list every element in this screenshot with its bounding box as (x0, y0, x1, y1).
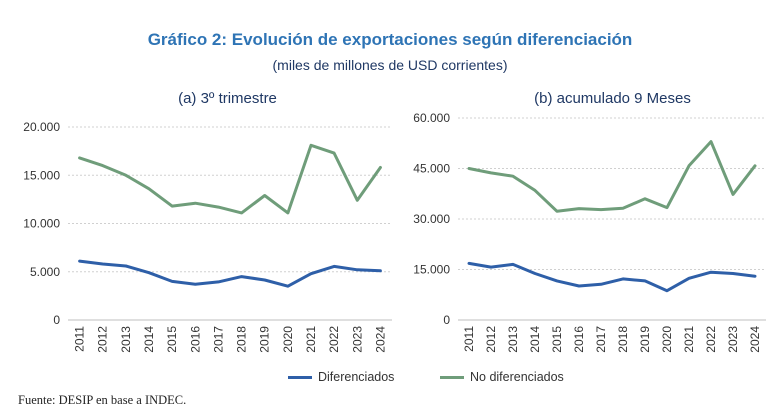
xtick-label-a-2019: 2019 (258, 326, 272, 353)
legend-item-diferenciados: Diferenciados (288, 370, 394, 384)
ytick-label-a-4: 20.000 (23, 120, 60, 134)
legend-swatch-no-diferenciados (440, 376, 464, 380)
xtick-label-a-2020: 2020 (281, 326, 295, 353)
ytick-label-b-1: 15.000 (413, 263, 450, 277)
xtick-label-b-2017: 2017 (594, 326, 608, 353)
xtick-label-a-2021: 2021 (304, 326, 318, 353)
source-note: Fuente: DESIP en base a INDEC. (18, 393, 187, 407)
xtick-label-b-2023: 2023 (726, 326, 740, 353)
xtick-label-b-2020: 2020 (660, 326, 674, 353)
xtick-label-b-2024: 2024 (748, 326, 762, 353)
legend: Diferenciados No diferenciados (0, 370, 780, 388)
ytick-label-b-3: 45.000 (413, 162, 450, 176)
xtick-label-b-2022: 2022 (704, 326, 718, 353)
xtick-label-a-2018: 2018 (235, 326, 249, 353)
ytick-label-b-4: 60.000 (413, 111, 450, 125)
legend-item-no-diferenciados: No diferenciados (440, 370, 564, 384)
xtick-label-a-2022: 2022 (327, 326, 341, 353)
series-line-a-no-diferenciados (78, 143, 382, 215)
xtick-label-b-2019: 2019 (638, 326, 652, 353)
xtick-label-b-2021: 2021 (682, 326, 696, 353)
xtick-label-b-2015: 2015 (550, 326, 564, 353)
ytick-label-b-2: 30.000 (413, 212, 450, 226)
series-line-b-diferenciados (467, 261, 757, 293)
xtick-label-a-2015: 2015 (165, 326, 179, 353)
xtick-label-b-2011: 2011 (462, 326, 476, 352)
legend-label-no-diferenciados: No diferenciados (470, 370, 564, 384)
xtick-label-b-2018: 2018 (616, 326, 630, 353)
ytick-label-a-1: 5.000 (30, 265, 60, 279)
series-line-a-diferenciados (78, 259, 382, 288)
ytick-label-a-2: 10.000 (23, 217, 60, 231)
chart-title: Gráfico 2: Evolución de exportaciones se… (147, 30, 633, 49)
series-line-b-no-diferenciados (467, 140, 757, 213)
xtick-label-a-2024: 2024 (373, 326, 387, 353)
panel-b-title: (b) acumulado 9 Meses (534, 90, 691, 107)
chart-subtitle: (miles de millones de USD corrientes) (272, 57, 508, 73)
xtick-label-a-2012: 2012 (96, 326, 110, 353)
ytick-label-a-0: 0 (53, 313, 60, 327)
xtick-label-a-2017: 2017 (211, 326, 225, 353)
xtick-label-b-2012: 2012 (484, 326, 498, 353)
legend-swatch-diferenciados (288, 376, 312, 380)
xtick-label-b-2013: 2013 (506, 326, 520, 353)
panel-a-title: (a) 3º trimestre (178, 90, 277, 107)
xtick-label-b-2016: 2016 (572, 326, 586, 353)
xtick-label-a-2023: 2023 (350, 326, 364, 353)
xtick-label-b-2014: 2014 (528, 326, 542, 353)
xtick-label-a-2014: 2014 (142, 326, 156, 353)
xtick-label-a-2013: 2013 (119, 326, 133, 353)
legend-label-diferenciados: Diferenciados (318, 370, 395, 384)
ytick-label-b-0: 0 (443, 313, 450, 327)
xtick-label-a-2016: 2016 (188, 326, 202, 353)
ytick-label-a-3: 15.000 (23, 168, 60, 182)
xtick-label-a-2011: 2011 (73, 326, 87, 352)
